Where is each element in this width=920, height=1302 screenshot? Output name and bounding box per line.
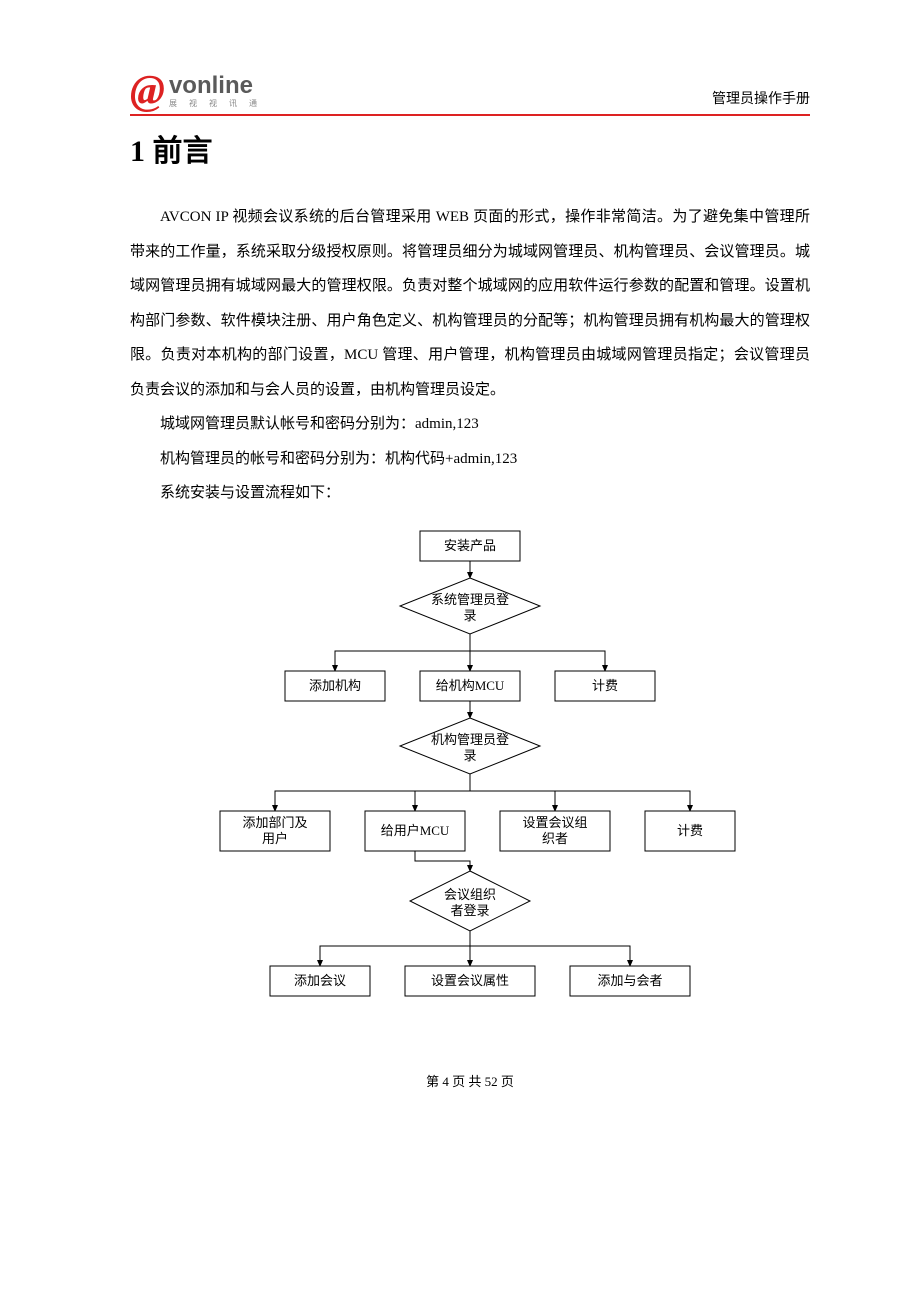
svg-text:计费: 计费 xyxy=(677,822,703,837)
paragraph-3: 机构管理员的帐号和密码分别为：机构代码+admin,123 xyxy=(130,442,810,477)
flow-node-n6: 机构管理员登录 xyxy=(400,718,540,774)
paragraph-4: 系统安装与设置流程如下： xyxy=(130,476,810,511)
svg-text:计费: 计费 xyxy=(592,677,618,692)
flow-node-n5: 计费 xyxy=(555,671,655,701)
svg-text:织者: 织者 xyxy=(542,830,568,845)
svg-text:添加会议: 添加会议 xyxy=(294,972,346,987)
logo: @ vonline 展 视 视 讯 通 xyxy=(130,70,262,112)
flow-node-n10: 计费 xyxy=(645,811,735,851)
svg-text:安装产品: 安装产品 xyxy=(444,537,496,552)
svg-text:录: 录 xyxy=(463,607,476,622)
logo-subtitle: 展 视 视 讯 通 xyxy=(169,100,262,108)
flow-edge xyxy=(275,774,470,811)
body-text: AVCON IP 视频会议系统的后台管理采用 WEB 页面的形式，操作非常简洁。… xyxy=(130,200,810,511)
flow-edge xyxy=(470,634,605,671)
flow-node-n14: 添加与会者 xyxy=(570,966,690,996)
flow-edge xyxy=(470,774,555,811)
page-header: @ vonline 展 视 视 讯 通 管理员操作手册 xyxy=(130,70,810,116)
svg-text:者登录: 者登录 xyxy=(450,902,489,917)
svg-text:添加机构: 添加机构 xyxy=(309,677,361,692)
flow-node-n9: 设置会议组织者 xyxy=(500,811,610,851)
svg-text:给用户MCU: 给用户MCU xyxy=(381,822,450,837)
logo-text: vonline xyxy=(169,74,262,98)
logo-at-symbol: @ xyxy=(130,70,165,112)
svg-text:添加部门及: 添加部门及 xyxy=(242,814,307,829)
svg-text:会议组织: 会议组织 xyxy=(444,886,496,901)
paragraph-2: 城域网管理员默认帐号和密码分别为：admin,123 xyxy=(130,407,810,442)
svg-text:录: 录 xyxy=(463,747,476,762)
flow-edge xyxy=(335,634,470,671)
svg-text:设置会议组: 设置会议组 xyxy=(522,814,587,829)
flow-edge xyxy=(415,851,470,871)
flow-node-n2: 系统管理员登录 xyxy=(400,578,540,634)
paragraph-1: AVCON IP 视频会议系统的后台管理采用 WEB 页面的形式，操作非常简洁。… xyxy=(130,200,810,407)
flow-node-n11: 会议组织者登录 xyxy=(410,871,530,931)
document-page: @ vonline 展 视 视 讯 通 管理员操作手册 1 前言 AVCON I… xyxy=(0,0,920,1130)
flow-edge xyxy=(470,774,690,811)
svg-text:机构管理员登: 机构管理员登 xyxy=(431,731,509,746)
flow-edge xyxy=(415,774,470,811)
svg-text:添加与会者: 添加与会者 xyxy=(597,972,662,987)
flow-edge xyxy=(320,931,470,966)
svg-text:设置会议属性: 设置会议属性 xyxy=(431,972,509,987)
flow-node-n1: 安装产品 xyxy=(420,531,520,561)
flowchart: 安装产品系统管理员登录添加机构给机构MCU计费机构管理员登录添加部门及用户给用户… xyxy=(140,521,800,1011)
svg-text:给机构MCU: 给机构MCU xyxy=(436,677,505,692)
flow-node-n8: 给用户MCU xyxy=(365,811,465,851)
flow-node-n12: 添加会议 xyxy=(270,966,370,996)
svg-text:用户: 用户 xyxy=(262,830,288,845)
flow-edge xyxy=(470,931,630,966)
page-footer: 第 4 页 共 52 页 xyxy=(130,1071,810,1090)
flow-node-n13: 设置会议属性 xyxy=(405,966,535,996)
document-title: 管理员操作手册 xyxy=(712,88,810,112)
flow-node-n7: 添加部门及用户 xyxy=(220,811,330,851)
flow-node-n4: 给机构MCU xyxy=(420,671,520,701)
section-heading: 1 前言 xyxy=(130,126,810,170)
flow-node-n3: 添加机构 xyxy=(285,671,385,701)
svg-text:系统管理员登: 系统管理员登 xyxy=(431,591,509,606)
